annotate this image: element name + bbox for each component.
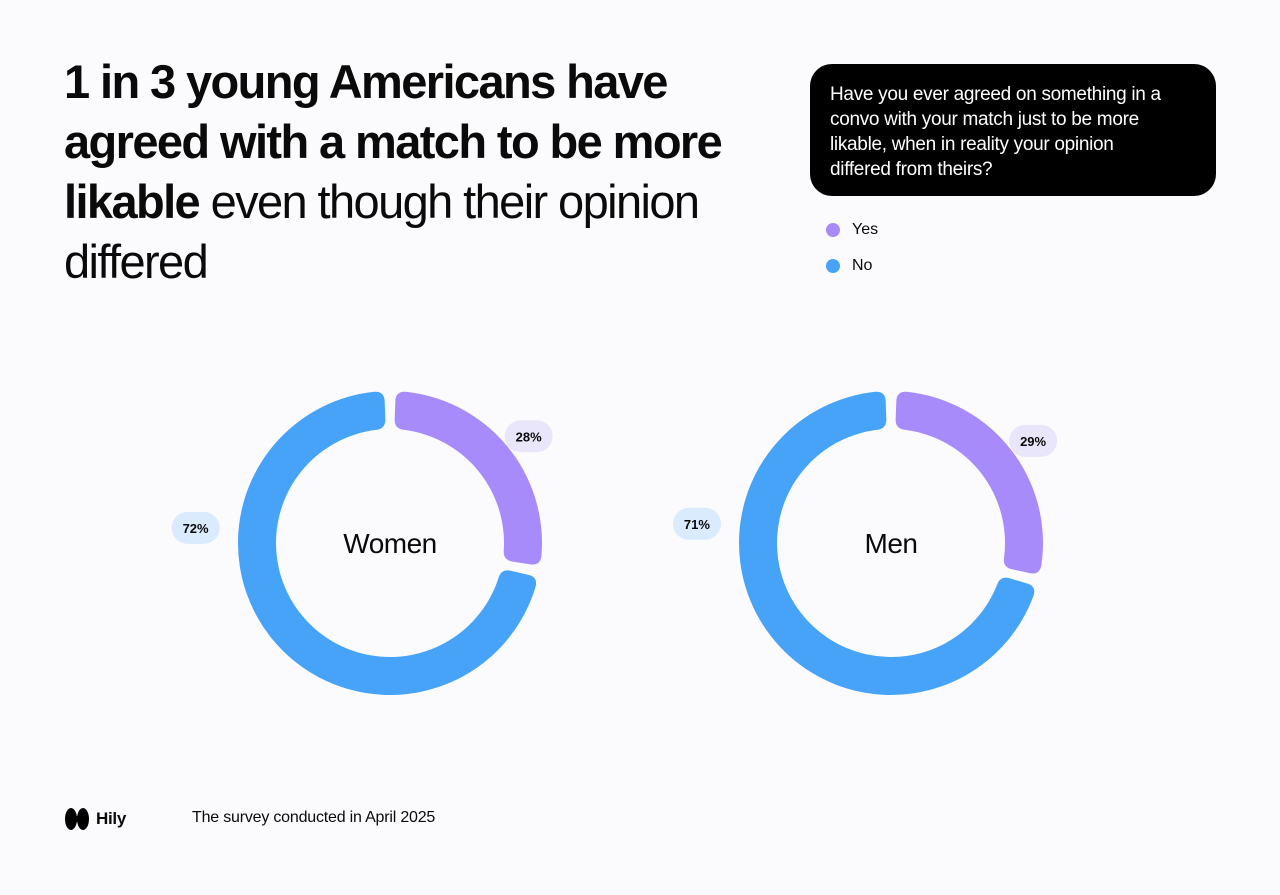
donut-slice-yes bbox=[394, 391, 542, 565]
footer-brand: Hily bbox=[96, 809, 126, 828]
legend: Yes No bbox=[826, 218, 878, 290]
percent-label-no: 72% bbox=[183, 521, 209, 536]
legend-label-no: No bbox=[852, 257, 873, 274]
legend-swatch-yes bbox=[826, 223, 840, 237]
hily-logo-icon bbox=[65, 808, 89, 830]
donut-women: 28% 72% Women bbox=[171, 391, 553, 695]
percent-badge bbox=[171, 511, 220, 544]
footer-note: The survey conducted in April 2025 bbox=[192, 809, 436, 826]
headline: 1 in 3 young Americans have agreed with … bbox=[64, 52, 784, 292]
footer-logo: Hily bbox=[64, 806, 126, 832]
legend-swatch-no bbox=[826, 259, 840, 273]
headline-bold: 1 in 3 young Americans have agreed with … bbox=[64, 55, 723, 228]
percent-badge bbox=[1009, 424, 1058, 457]
legend-item-no: No bbox=[826, 254, 878, 278]
donut-men: 29% 71% Men bbox=[672, 391, 1058, 695]
survey-question: Have you ever agreed on something in a c… bbox=[810, 64, 1216, 196]
percent-label-yes: 28% bbox=[516, 429, 542, 444]
percent-label-no: 71% bbox=[684, 517, 710, 532]
percent-badge bbox=[672, 507, 721, 540]
donut-slice-yes bbox=[895, 391, 1043, 574]
donut-center-label: Men bbox=[865, 528, 918, 559]
donut-center-label: Women bbox=[343, 528, 436, 559]
legend-label-yes: Yes bbox=[852, 221, 879, 238]
legend-item-yes: Yes bbox=[826, 218, 878, 242]
headline-regular: even though their opinion differed bbox=[64, 175, 700, 288]
percent-label-yes: 29% bbox=[1020, 434, 1046, 449]
percent-badge bbox=[504, 420, 553, 453]
